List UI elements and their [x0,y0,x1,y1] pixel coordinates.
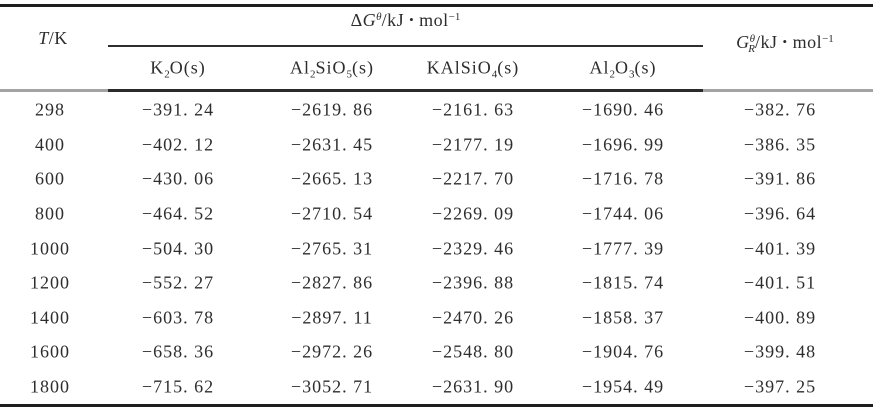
cell-kalsio4-value: −2548. 80 [431,341,515,362]
cell-gibbs-reaction-value: −386. 35 [743,134,817,155]
cell-kalsio4-value: −2161. 63 [431,99,515,120]
table-row: 400 −402. 12 −2631. 45 −2177. 19 −1696. … [0,128,873,163]
cell-kalsio4-value: −2470. 26 [431,307,515,328]
cell-al2o3-value: −1954. 49 [581,376,665,397]
cell-al2sio5-value: −2827. 86 [290,272,374,293]
table-row: 298 −391. 24 −2619. 86 −2161. 63 −1690. … [0,93,873,128]
cell-al2sio5-value: −2972. 26 [290,341,374,362]
cell-gibbs-reaction-value: −399. 48 [743,341,817,362]
cell-temperature: 400 [35,134,65,155]
table-row: 1000 −504. 30 −2765. 31 −2329. 46 −1777.… [0,231,873,266]
cell-temperature: 1000 [30,238,70,259]
cell-al2o3-value: −1858. 37 [581,307,665,328]
cell-al2sio5-value: −2710. 54 [290,203,374,224]
cell-al2sio5-value: −2897. 11 [291,307,373,328]
table-row: 800 −464. 52 −2710. 54 −2269. 09 −1744. … [0,197,873,232]
cell-al2o3-value: −1744. 06 [581,203,665,224]
cell-al2o3-value: −1690. 46 [581,99,665,120]
cell-k2o-value: −430. 06 [141,168,215,189]
cell-temperature: 1800 [30,376,70,397]
temperature-column-header: T/K [38,28,68,48]
species-header-row: K2O(s) Al2SiO5(s) KAlSiO4(s) Al2O3(s) [0,56,873,80]
table-row: 1400 −603. 78 −2897. 11 −2470. 26 −1858.… [0,300,873,335]
table-body: 298 −391. 24 −2619. 86 −2161. 63 −1690. … [0,93,873,404]
cell-al2o3-value: −1777. 39 [581,238,665,259]
delta-g-underline-rule [108,45,703,47]
header-rule-right [703,89,873,92]
cell-temperature: 298 [35,99,65,120]
table-row: 1800 −715. 62 −3052. 71 −2631. 90 −1954.… [0,370,873,405]
cell-al2o3-value: −1716. 78 [581,168,665,189]
cell-kalsio4-value: −2217. 70 [431,168,515,189]
header-rule-left [0,89,108,92]
cell-gibbs-reaction-value: −401. 39 [743,238,817,259]
cell-k2o-value: −391. 24 [141,99,215,120]
cell-temperature: 600 [35,168,65,189]
cell-gibbs-reaction-value: −382. 76 [743,99,817,120]
gibbs-reaction-column-header: GθR/kJ • mol−1 [736,32,834,55]
cell-al2sio5-value: −3052. 71 [290,376,374,397]
cell-gibbs-reaction-value: −401. 51 [743,272,817,293]
k2o-column-header: K2O(s) [150,57,206,80]
cell-kalsio4-value: −2396. 88 [431,272,515,293]
table-bottom-rule [0,404,873,407]
cell-al2sio5-value: −2765. 31 [290,238,374,259]
delta-g-group-header: ΔGθ/kJ • mol−1 [350,10,461,30]
cell-al2sio5-value: −2619. 86 [290,99,374,120]
cell-temperature: 1200 [30,272,70,293]
header-rule-center [108,89,703,92]
cell-k2o-value: −658. 36 [141,341,215,362]
table-row: 600 −430. 06 −2665. 13 −2217. 70 −1716. … [0,162,873,197]
cell-al2o3-value: −1696. 99 [581,134,665,155]
cell-temperature: 1400 [30,307,70,328]
cell-k2o-value: −402. 12 [141,134,215,155]
cell-k2o-value: −504. 30 [141,238,215,259]
cell-gibbs-reaction-value: −396. 64 [743,203,817,224]
cell-gibbs-reaction-value: −400. 89 [743,307,817,328]
table-row: 1600 −658. 36 −2972. 26 −2548. 80 −1904.… [0,335,873,370]
table-row: 1200 −552. 27 −2827. 86 −2396. 88 −1815.… [0,266,873,301]
cell-k2o-value: −552. 27 [141,272,215,293]
cell-k2o-value: −715. 62 [141,376,215,397]
cell-k2o-value: −603. 78 [141,307,215,328]
cell-gibbs-reaction-value: −391. 86 [743,168,817,189]
cell-kalsio4-value: −2177. 19 [431,134,515,155]
cell-al2o3-value: −1904. 76 [581,341,665,362]
cell-k2o-value: −464. 52 [141,203,215,224]
table-top-rule [0,4,873,7]
cell-kalsio4-value: −2631. 90 [431,376,515,397]
al2sio5-column-header: Al2SiO5(s) [289,57,374,80]
cell-al2o3-value: −1815. 74 [581,272,665,293]
cell-temperature: 1600 [30,341,70,362]
al2o3-column-header: Al2O3(s) [589,57,657,80]
cell-kalsio4-value: −2269. 09 [431,203,515,224]
cell-al2sio5-value: −2631. 45 [290,134,374,155]
cell-kalsio4-value: −2329. 46 [431,238,515,259]
cell-gibbs-reaction-value: −397. 25 [743,376,817,397]
cell-al2sio5-value: −2665. 13 [290,168,374,189]
cell-temperature: 800 [35,203,65,224]
kalsio4-column-header: KAlSiO4(s) [426,57,520,80]
